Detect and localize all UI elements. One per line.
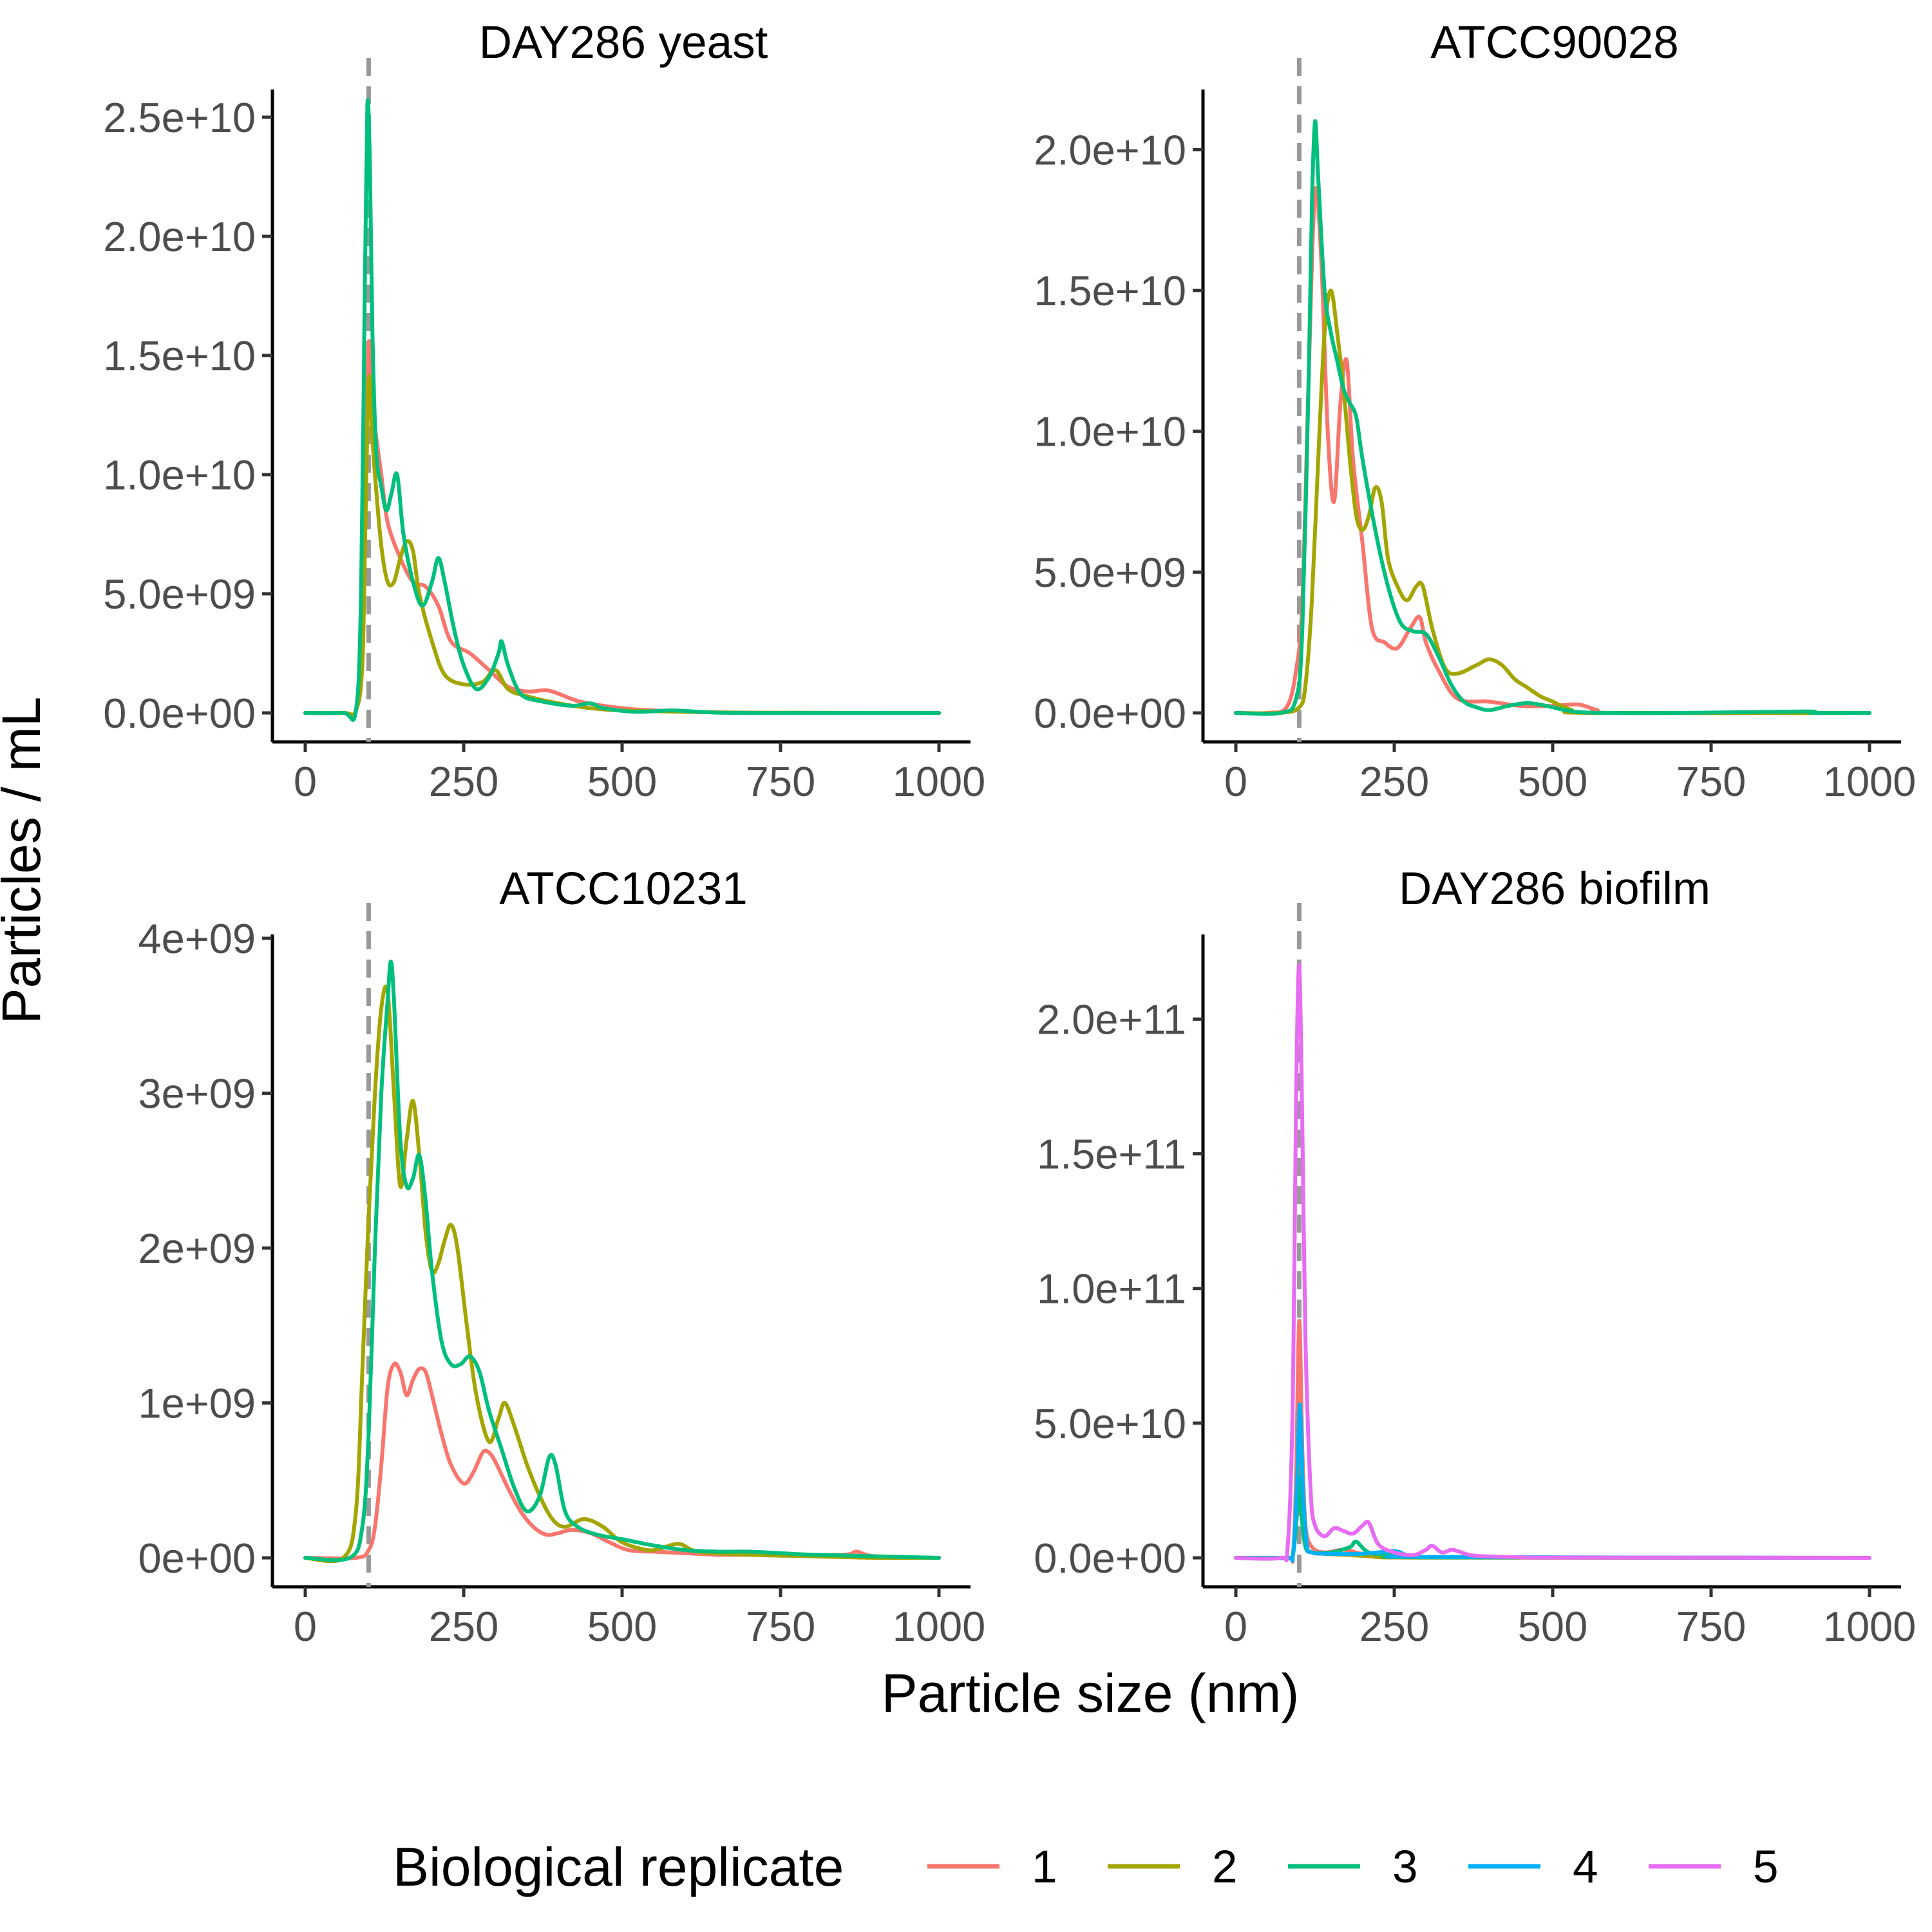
y-tick-label: 1.0e+10 [1034,408,1186,455]
y-tick-label: 0.0e+00 [103,690,256,737]
y-tick-label: 3e+09 [138,1070,256,1117]
y-tick-label: 2.5e+10 [103,94,256,141]
legend-label: 3 [1392,1842,1418,1893]
x-axis-title: Particle size (nm) [882,1663,1300,1723]
legend-item-2: 2 [1108,1842,1238,1893]
legend-label: 5 [1753,1842,1779,1893]
x-tick-label: 250 [429,1603,498,1650]
y-tick-label: 0.0e+00 [1034,690,1186,737]
series-line-1 [303,339,941,719]
series-line-3 [303,98,941,722]
panel-title: DAY286 yeast [479,17,768,68]
x-tick-label: 250 [1359,758,1429,805]
x-tick-label: 500 [587,758,657,805]
panels-layer: DAY286 yeast 0.0e+00 5.0e+09 1.0e+10 1.5e+10… [103,17,1916,1650]
x-tick-label: 0 [1224,758,1247,805]
y-tick-label: 5.0e+09 [1034,549,1186,596]
panel-title: DAY286 biofilm [1399,864,1710,914]
legend: Biological replicate 1 2 3 4 5 [393,1837,1779,1897]
y-tick-label: 0e+00 [138,1535,256,1582]
series-line-4 [1234,1402,1871,1563]
y-tick-label: 2.0e+10 [1034,126,1186,173]
x-tick-label: 750 [1676,758,1746,805]
legend-label: 1 [1032,1842,1057,1893]
panel-day286-yeast: DAY286 yeast 0.0e+00 5.0e+09 1.0e+10 1.5e+10… [103,17,985,805]
legend-title: Biological replicate [393,1837,844,1897]
panel-atcc10231: ATCC10231 0e+00 1e+09 2e+09 3e+09 4e+09 0 250 50… [138,864,985,1650]
series-line-3 [1234,1475,1871,1561]
y-tick-label: 1.5e+11 [1037,1131,1186,1178]
y-tick-label: 4e+09 [138,915,256,962]
series-line-3 [1234,119,1871,716]
y-tick-label: 2.0e+11 [1037,996,1186,1043]
legend-item-5: 5 [1649,1842,1779,1893]
x-tick-label: 750 [746,1603,815,1650]
x-tick-label: 0 [294,758,317,805]
series-line-1 [1234,185,1871,715]
x-tick-label: 750 [1676,1603,1746,1650]
panel-title: ATCC10231 [499,864,747,914]
x-tick-label: 1000 [893,758,986,805]
x-tick-label: 1000 [1823,1603,1917,1650]
y-axis-title: Particles / mL [0,697,52,1025]
x-tick-label: 500 [587,1603,657,1650]
y-tick-label: 1.5e+10 [103,332,256,379]
panel-title: ATCC90028 [1430,17,1678,68]
series-line-2 [303,984,941,1564]
series-line-1 [303,1361,941,1560]
legend-label: 4 [1573,1842,1598,1893]
series-line-2 [1234,289,1871,715]
y-tick-label: 1.5e+10 [1034,267,1186,314]
x-tick-label: 0 [294,1603,317,1650]
series-line-3 [303,960,941,1562]
y-tick-label: 5.0e+09 [103,571,256,618]
x-tick-label: 250 [429,758,498,805]
panel-atcc90028: ATCC90028 0.0e+00 5.0e+09 1.0e+10 1.5e+10 2.0… [1034,17,1916,805]
legend-item-3: 3 [1288,1842,1418,1893]
y-tick-label: 0.0e+00 [1034,1535,1186,1582]
x-tick-label: 750 [746,758,815,805]
x-tick-label: 1000 [1823,758,1917,805]
x-tick-label: 0 [1224,1603,1247,1650]
y-tick-label: 2e+09 [138,1225,256,1272]
series-line-2 [1234,1434,1871,1562]
series-line-5 [1234,963,1871,1562]
y-tick-label: 1.0e+11 [1037,1265,1186,1312]
y-tick-label: 1.0e+10 [103,451,256,498]
y-tick-label: 1e+09 [138,1380,256,1427]
series-line-1 [1234,1318,1871,1564]
y-tick-label: 2.0e+10 [103,213,256,260]
legend-label: 2 [1212,1842,1238,1893]
x-tick-label: 1000 [893,1603,986,1650]
legend-item-1: 1 [927,1842,1057,1893]
panel-day286-biofilm: DAY286 biofilm 0.0e+00 5.0e+10 1.0e+11 1.5e+… [1034,864,1916,1650]
legend-item-4: 4 [1468,1842,1598,1893]
x-tick-label: 250 [1359,1603,1429,1650]
series-line-2 [303,374,941,717]
y-tick-label: 5.0e+10 [1034,1400,1186,1447]
x-tick-label: 500 [1518,758,1587,805]
x-tick-label: 500 [1518,1603,1587,1650]
